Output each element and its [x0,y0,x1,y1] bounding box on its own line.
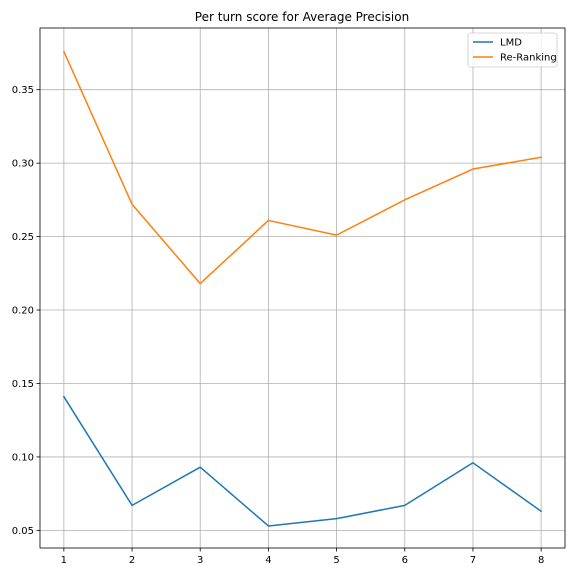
plot-frame [39,27,566,549]
y-tick-label: 0.15 [12,379,34,390]
grid [40,28,565,548]
plot-lines [62,50,543,527]
y-tick-label: 0.10 [12,452,34,463]
x-tick-label: 2 [129,555,135,566]
series-line-re-ranking [62,50,543,285]
y-tick-label: 0.05 [12,526,34,537]
x-tick-label: 5 [333,555,339,566]
x-tick-label: 7 [470,555,476,566]
y-tick-label: 0.35 [12,85,34,96]
y-axis: 0.05 0.10 0.15 0.20 0.25 0.30 0.35 [12,85,40,537]
x-tick-label: 6 [402,555,408,566]
y-tick-label: 0.25 [12,232,34,243]
x-tick-label: 1 [61,555,67,566]
series-line-lmd [62,395,543,527]
x-axis: 1 2 3 4 5 6 7 8 [61,548,544,566]
legend: LMD Re-Ranking [467,32,558,68]
y-tick-label: 0.20 [12,306,34,317]
x-tick-label: 4 [265,555,271,566]
chart-title: Per turn score for Average Precision [195,10,409,24]
y-tick-label: 0.30 [12,159,34,170]
legend-label: LMD [500,38,522,49]
legend-label: Re-Ranking [500,53,557,64]
x-tick-label: 3 [197,555,203,566]
x-tick-label: 8 [538,555,544,566]
